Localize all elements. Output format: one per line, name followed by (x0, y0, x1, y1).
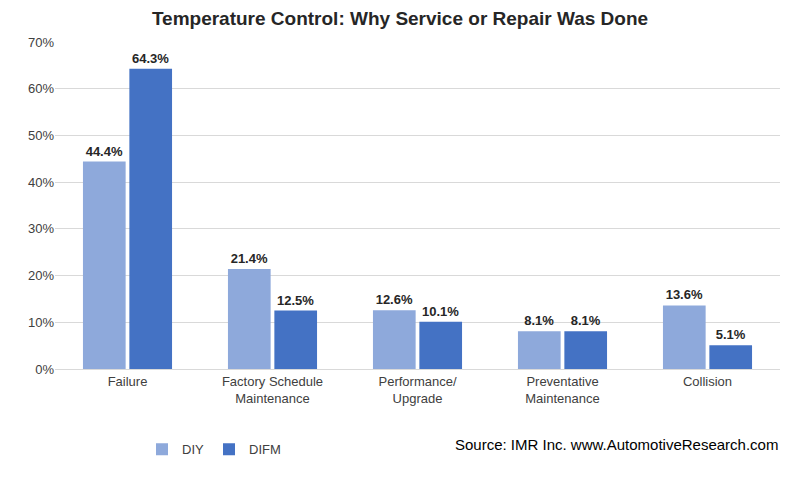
svg-text:64.3%: 64.3% (132, 51, 169, 66)
svg-text:60%: 60% (28, 81, 54, 96)
svg-text:8.1%: 8.1% (571, 313, 601, 328)
svg-text:40%: 40% (28, 175, 54, 190)
svg-text:12.5%: 12.5% (277, 293, 314, 308)
svg-text:13.6%: 13.6% (666, 287, 703, 302)
svg-text:10%: 10% (28, 315, 54, 330)
svg-text:70%: 70% (28, 35, 54, 50)
svg-text:10.1%: 10.1% (422, 304, 459, 319)
svg-text:21.4%: 21.4% (231, 251, 268, 266)
svg-text:12.6%: 12.6% (376, 292, 413, 307)
svg-text:DIY: DIY (182, 442, 204, 457)
svg-text:44.4%: 44.4% (86, 144, 123, 159)
svg-text:5.1%: 5.1% (716, 327, 746, 342)
svg-text:8.1%: 8.1% (524, 313, 554, 328)
svg-text:Performance/Upgrade: Performance/Upgrade (378, 374, 456, 406)
svg-text:PreventativeMaintenance: PreventativeMaintenance (525, 374, 599, 406)
svg-text:Source: IMR Inc. www.Automotiv: Source: IMR Inc. www.AutomotiveResearch.… (455, 436, 778, 453)
svg-text:Factory ScheduleMaintenance: Factory ScheduleMaintenance (222, 374, 323, 406)
svg-text:DIFM: DIFM (249, 442, 281, 457)
svg-text:20%: 20% (28, 268, 54, 283)
svg-text:Collision: Collision (683, 374, 732, 389)
svg-text:Temperature Control: Why Servi: Temperature Control: Why Service or Repa… (152, 8, 648, 29)
svg-text:30%: 30% (28, 221, 54, 236)
svg-text:50%: 50% (28, 128, 54, 143)
svg-text:Failure: Failure (108, 374, 148, 389)
svg-text:0%: 0% (35, 362, 54, 377)
